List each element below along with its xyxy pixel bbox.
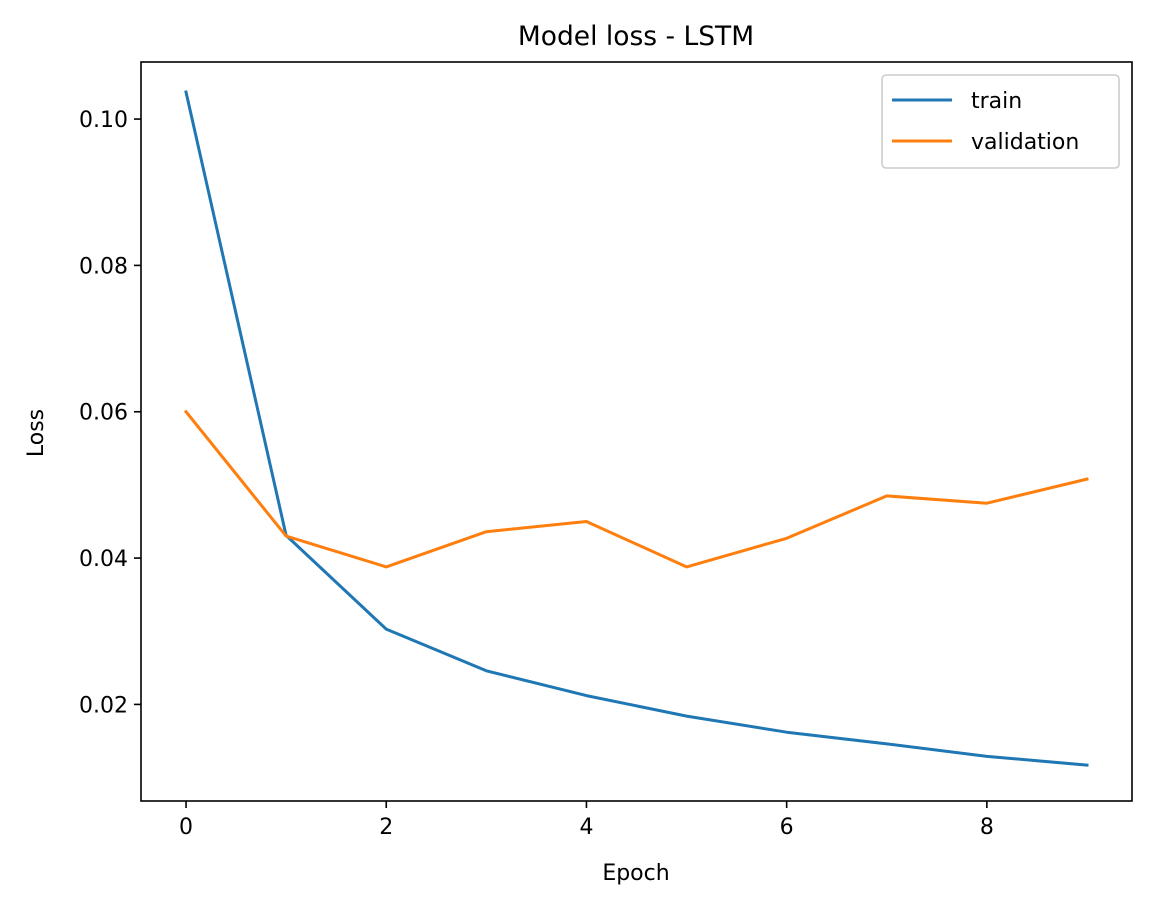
y-tick-label: 0.10 <box>79 108 128 133</box>
legend-label-train: train <box>971 89 1022 114</box>
x-axis-ticks: 0 2 4 6 8 <box>179 801 994 840</box>
x-tick-label: 6 <box>780 815 794 840</box>
legend: train validation <box>881 74 1120 169</box>
chart-title: Model loss - LSTM <box>518 21 754 52</box>
legend-box <box>881 74 1120 169</box>
x-tick-label: 2 <box>379 815 393 840</box>
x-tick-label: 0 <box>179 815 193 840</box>
y-tick-label: 0.04 <box>79 547 128 572</box>
y-axis-label: Loss <box>24 409 49 457</box>
y-axis-ticks: 0.02 0.04 0.06 0.08 0.10 <box>79 108 141 718</box>
legend-label-validation: validation <box>971 130 1079 155</box>
plot-area-frame <box>140 61 1133 802</box>
series-line-validation <box>183 409 1089 569</box>
y-tick-label: 0.08 <box>79 254 128 279</box>
y-tick-label: 0.02 <box>79 693 128 718</box>
x-tick-label: 4 <box>579 815 593 840</box>
x-axis-label: Epoch <box>602 861 669 886</box>
series-lines <box>183 90 1089 767</box>
series-line-train <box>184 90 1089 767</box>
x-tick-label: 8 <box>980 815 994 840</box>
y-tick-label: 0.06 <box>79 401 128 426</box>
